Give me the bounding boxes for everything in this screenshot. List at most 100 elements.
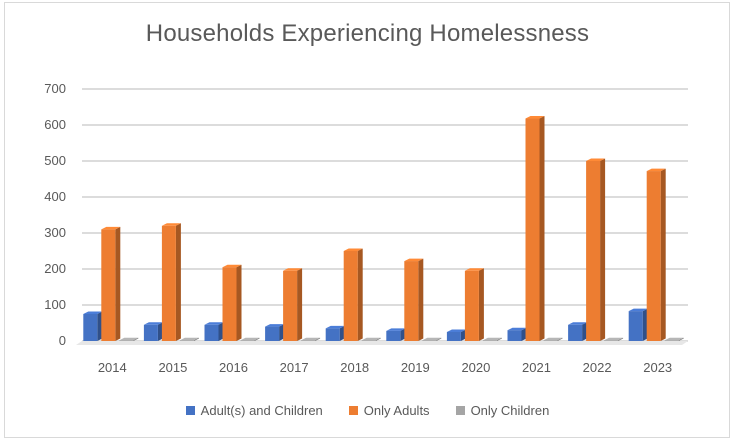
bar-adult-s-and-children-2023 xyxy=(628,311,643,341)
bar-side-only-children-2017 xyxy=(315,337,321,341)
bar-side-adult-s-and-children-2014 xyxy=(97,311,103,341)
bar-side-only-adults-2023 xyxy=(660,168,666,341)
bar-side-only-adults-2015 xyxy=(175,223,181,341)
bar-top-only-children-2017 xyxy=(301,337,321,341)
bar-top-only-children-2023 xyxy=(664,337,684,341)
bar-top-only-children-2020 xyxy=(482,337,502,341)
bar-adult-s-and-children-2020 xyxy=(446,332,461,341)
chart-title: Households Experiencing Homelessness xyxy=(145,20,590,47)
bar-top-only-children-2016 xyxy=(240,337,260,341)
bar-adult-s-and-children-2021 xyxy=(507,330,522,341)
bar-side-only-children-2018 xyxy=(375,337,381,341)
bar-only-children-2017 xyxy=(301,340,316,341)
bar-top-adult-s-and-children-2017 xyxy=(265,324,285,327)
bar-top-adult-s-and-children-2022 xyxy=(568,322,588,325)
bar-only-children-2022 xyxy=(604,340,619,341)
bar-side-only-children-2019 xyxy=(436,337,442,341)
y-tick-label-700: 700 xyxy=(44,81,66,96)
bar-adult-s-and-children-2015 xyxy=(143,324,158,341)
bar-only-adults-2020 xyxy=(464,270,479,341)
legend-item-only-adults: Only Adults xyxy=(348,403,430,418)
x-tick-label-2019: 2019 xyxy=(401,360,430,375)
bar-side-only-adults-2020 xyxy=(478,268,484,341)
bar-adult-s-and-children-2016 xyxy=(204,324,219,341)
bar-top-only-adults-2016 xyxy=(222,264,242,268)
y-tick-label-600: 600 xyxy=(44,117,66,132)
bar-only-adults-2021 xyxy=(525,118,540,342)
bar-top-only-adults-2017 xyxy=(283,268,303,271)
bar-side-adult-s-and-children-2019 xyxy=(400,328,406,341)
bar-top-only-adults-2019 xyxy=(404,258,424,262)
bar-top-adult-s-and-children-2014 xyxy=(83,311,103,314)
bar-side-only-children-2014 xyxy=(133,337,139,341)
bar-adult-s-and-children-2018 xyxy=(325,328,340,341)
legend-label-only-adults: Only Adults xyxy=(363,403,430,418)
x-tick-label-2020: 2020 xyxy=(461,360,490,375)
bar-side-adult-s-and-children-2021 xyxy=(521,327,527,341)
bar-only-children-2014 xyxy=(119,340,134,341)
bar-only-adults-2017 xyxy=(283,270,298,341)
bar-top-only-adults-2022 xyxy=(586,158,606,161)
bar-side-only-adults-2018 xyxy=(357,248,363,341)
bar-only-children-2018 xyxy=(361,340,376,341)
bar-top-only-children-2021 xyxy=(543,337,563,341)
bar-only-children-2019 xyxy=(422,340,437,341)
x-tick-label-2018: 2018 xyxy=(340,360,369,375)
bar-top-adult-s-and-children-2018 xyxy=(325,325,345,329)
bar-only-adults-2016 xyxy=(222,267,237,341)
x-tick-label-2023: 2023 xyxy=(643,360,672,375)
chart-floor xyxy=(76,341,688,345)
bar-only-children-2020 xyxy=(482,340,497,341)
chart-legend: Adult(s) and Children Only Adults Only C… xyxy=(0,403,735,418)
y-tick-label-400: 400 xyxy=(44,189,66,204)
y-tick-label-300: 300 xyxy=(44,225,66,240)
chart-area xyxy=(4,2,730,438)
bar-only-adults-2018 xyxy=(343,251,358,341)
bar-adult-s-and-children-2022 xyxy=(568,324,583,341)
x-tick-label-2016: 2016 xyxy=(219,360,248,375)
bar-side-adult-s-and-children-2018 xyxy=(339,325,345,341)
bar-top-only-children-2015 xyxy=(179,337,199,341)
bar-top-adult-s-and-children-2016 xyxy=(204,322,224,325)
bar-side-only-adults-2016 xyxy=(236,264,242,341)
x-tick-label-2022: 2022 xyxy=(583,360,612,375)
legend-item-only-children: Only Children xyxy=(455,403,549,418)
bar-top-only-children-2019 xyxy=(422,337,442,341)
bar-side-adult-s-and-children-2016 xyxy=(218,322,224,341)
bar-side-adult-s-and-children-2022 xyxy=(582,322,588,341)
bar-top-only-adults-2020 xyxy=(464,268,484,271)
bar-only-adults-2015 xyxy=(161,225,176,341)
bar-only-adults-2019 xyxy=(404,261,419,341)
bar-only-adults-2014 xyxy=(101,229,116,341)
legend-swatch-only-children xyxy=(455,406,465,415)
bar-side-only-adults-2019 xyxy=(418,258,424,341)
y-tick-label-500: 500 xyxy=(44,153,66,168)
bar-side-adult-s-and-children-2017 xyxy=(279,324,285,341)
x-tick-label-2014: 2014 xyxy=(98,360,127,375)
legend-label-adults-and-children: Adult(s) and Children xyxy=(200,403,323,418)
y-tick-label-200: 200 xyxy=(44,261,66,276)
bar-side-only-adults-2017 xyxy=(297,268,303,341)
bar-side-adult-s-and-children-2020 xyxy=(460,329,466,341)
legend-swatch-adults-and-children xyxy=(185,406,195,415)
bar-only-children-2015 xyxy=(179,340,194,341)
bar-top-only-adults-2015 xyxy=(161,223,181,226)
bar-side-only-children-2015 xyxy=(193,337,199,341)
bar-side-only-children-2022 xyxy=(618,337,624,341)
bar-adult-s-and-children-2019 xyxy=(386,330,401,341)
bar-top-adult-s-and-children-2023 xyxy=(628,308,648,312)
bar-top-only-children-2022 xyxy=(604,337,624,341)
x-tick-label-2015: 2015 xyxy=(158,360,187,375)
bar-top-only-children-2014 xyxy=(119,337,139,341)
bar-side-adult-s-and-children-2015 xyxy=(157,322,163,341)
bar-only-children-2021 xyxy=(543,340,558,341)
bar-only-adults-2022 xyxy=(586,161,601,341)
bar-adult-s-and-children-2014 xyxy=(83,314,98,341)
bar-side-only-adults-2021 xyxy=(539,116,545,342)
bar-top-only-children-2018 xyxy=(361,337,381,341)
bar-top-adult-s-and-children-2019 xyxy=(386,328,406,331)
legend-item-adults-and-children: Adult(s) and Children xyxy=(185,403,323,418)
bar-top-only-adults-2021 xyxy=(525,116,545,119)
bar-top-adult-s-and-children-2020 xyxy=(446,329,466,332)
